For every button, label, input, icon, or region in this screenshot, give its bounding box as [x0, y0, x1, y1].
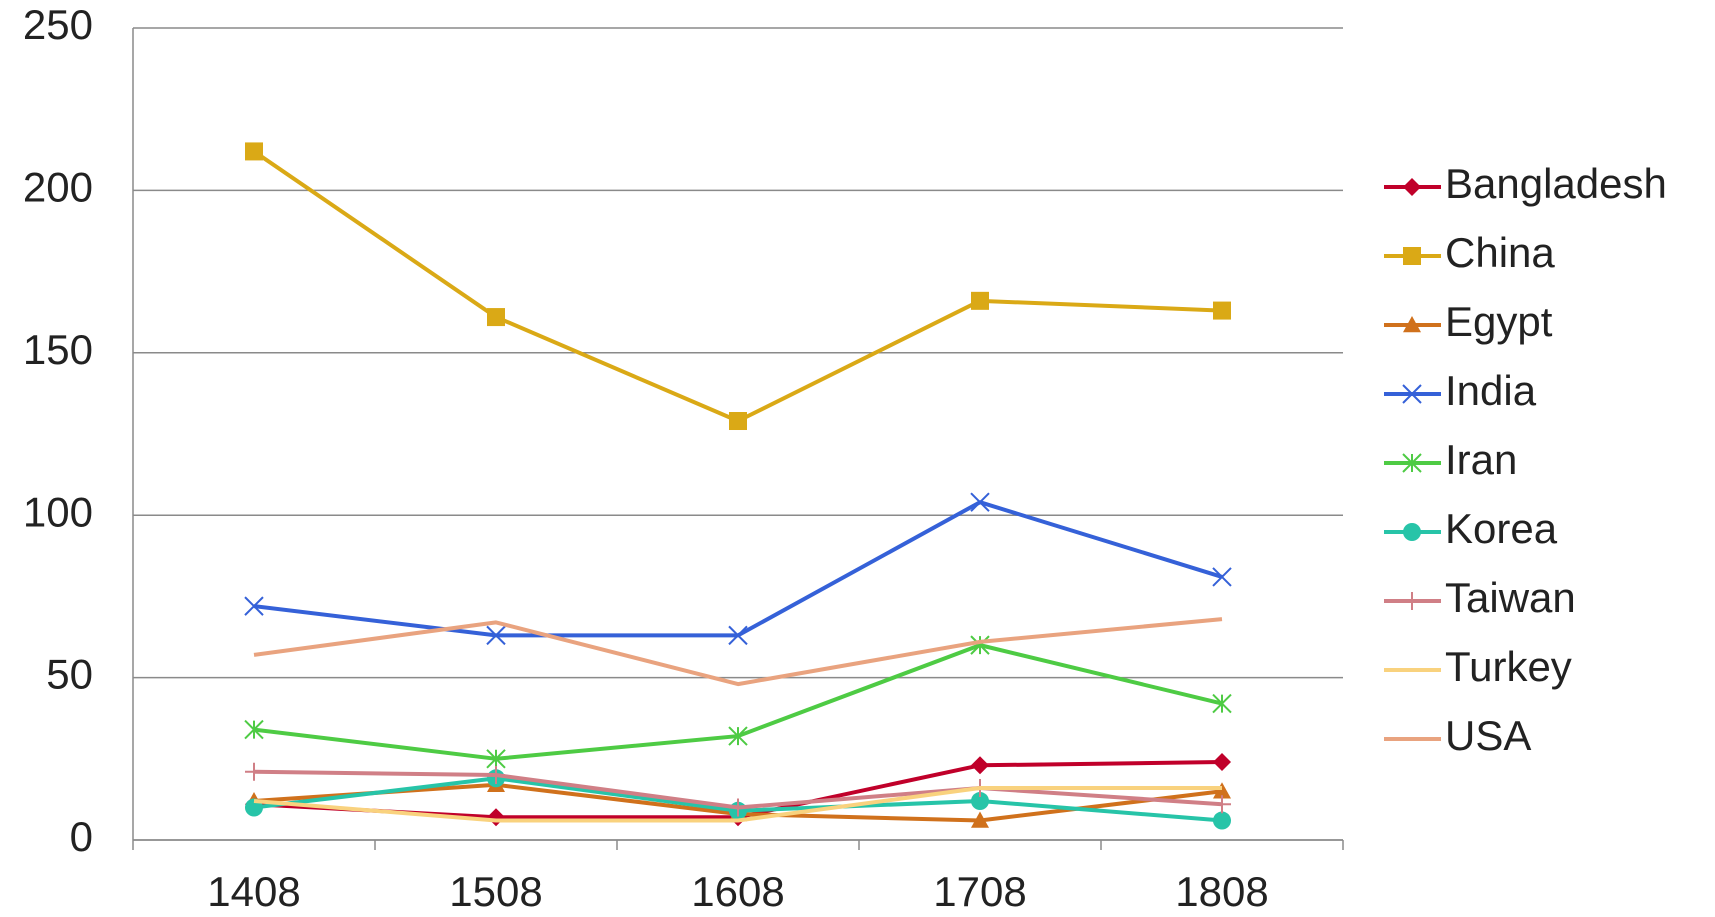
x-tick-label: 1708 — [933, 868, 1026, 915]
series-line — [253, 786, 1222, 823]
x-tick-label: 1808 — [1175, 868, 1268, 915]
data-point — [1213, 301, 1231, 320]
y-tick-label: 0 — [70, 813, 93, 860]
y-tick-label: 50 — [46, 651, 93, 698]
data-point — [486, 625, 506, 646]
series-line — [252, 149, 1223, 424]
data-point — [245, 142, 263, 161]
legend-marker — [1403, 247, 1421, 265]
y-tick-label: 100 — [23, 488, 93, 535]
series-line — [253, 617, 1223, 687]
x-tick-label: 1408 — [207, 868, 300, 915]
legend-marker — [1403, 592, 1421, 610]
legend-label: USA — [1445, 712, 1531, 759]
data-point — [487, 766, 505, 785]
data-point — [728, 726, 748, 746]
data-point — [245, 762, 263, 781]
data-point — [244, 596, 264, 616]
data-point — [728, 625, 748, 646]
data-point — [971, 792, 989, 811]
data-point — [1213, 753, 1231, 772]
data-point — [244, 719, 264, 740]
legend-label: Iran — [1445, 436, 1517, 483]
data-point — [1212, 693, 1232, 714]
legend-marker — [1403, 316, 1421, 333]
series-line — [253, 500, 1223, 638]
legend-label: India — [1445, 367, 1537, 414]
data-point — [970, 492, 990, 512]
legend-label: Egypt — [1445, 298, 1553, 345]
y-tick-label: 200 — [23, 163, 93, 210]
data-point — [1213, 782, 1231, 799]
data-point — [1213, 811, 1231, 830]
x-tick-label: 1608 — [691, 868, 784, 915]
x-tick-label: 1508 — [449, 868, 542, 915]
legend-label: China — [1445, 229, 1555, 276]
data-point — [971, 756, 989, 775]
y-tick-label: 150 — [23, 326, 93, 373]
legend-marker — [1403, 178, 1421, 196]
data-point — [971, 811, 989, 828]
data-point — [1213, 795, 1231, 814]
legend-marker — [1402, 453, 1422, 473]
legend-label: Taiwan — [1445, 574, 1576, 621]
legend-label: Korea — [1445, 505, 1558, 552]
y-tick-label: 250 — [23, 1, 93, 48]
legend-marker — [1403, 523, 1421, 541]
data-point — [971, 291, 989, 310]
data-point — [729, 412, 747, 431]
data-point — [1212, 567, 1232, 587]
data-point — [729, 798, 747, 817]
legend-label: Turkey — [1445, 643, 1572, 690]
data-point — [487, 808, 505, 827]
data-point — [970, 635, 990, 655]
legend-label: Bangladesh — [1445, 160, 1667, 207]
data-point — [486, 749, 506, 769]
data-point — [487, 308, 505, 327]
legend-marker — [1402, 384, 1422, 404]
